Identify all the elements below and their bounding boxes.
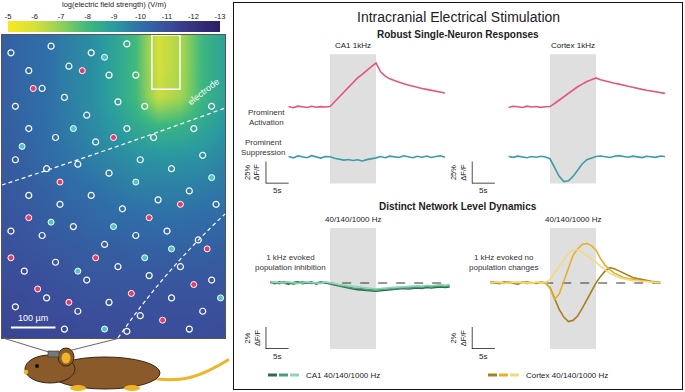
svg-text:5s: 5s bbox=[273, 352, 281, 361]
svg-text:-12: -12 bbox=[188, 12, 199, 21]
svg-text:40/140/1000 Hz: 40/140/1000 Hz bbox=[545, 215, 602, 224]
svg-text:5s: 5s bbox=[479, 352, 487, 361]
svg-text:25%ΔF/F: 25%ΔF/F bbox=[449, 164, 468, 181]
svg-text:25%ΔF/F: 25%ΔF/F bbox=[243, 164, 262, 181]
svg-text:1 kHz evokedpopulation inhibit: 1 kHz evokedpopulation inhibition bbox=[255, 253, 326, 272]
svg-text:ProminentActivation: ProminentActivation bbox=[248, 108, 285, 127]
svg-text:Robust Single-Neuron Responses: Robust Single-Neuron Responses bbox=[377, 29, 539, 40]
svg-text:-5: -5 bbox=[5, 12, 12, 21]
svg-text:ProminentSuppression: ProminentSuppression bbox=[241, 138, 285, 157]
svg-text:100 µm: 100 µm bbox=[18, 313, 48, 323]
svg-text:electrode: electrode bbox=[186, 76, 221, 107]
svg-text:-9: -9 bbox=[111, 12, 118, 21]
svg-text:-13: -13 bbox=[215, 12, 226, 21]
svg-text:Cortex 40/140/1000 Hz: Cortex 40/140/1000 Hz bbox=[526, 371, 608, 380]
svg-text:-7: -7 bbox=[58, 12, 65, 21]
svg-text:1 kHz evoked nopopulation chan: 1 kHz evoked nopopulation changes bbox=[469, 253, 538, 272]
svg-text:log(electric field strength) (: log(electric field strength) (V/m) bbox=[62, 0, 167, 9]
svg-text:Distinct Network Level Dynamic: Distinct Network Level Dynamics bbox=[379, 201, 537, 212]
svg-text:5s: 5s bbox=[273, 186, 281, 195]
svg-text:-10: -10 bbox=[135, 12, 146, 21]
svg-text:-6: -6 bbox=[31, 12, 38, 21]
svg-text:Intracranial Electrical Stimul: Intracranial Electrical Stimulation bbox=[357, 9, 560, 25]
svg-text:2%ΔF/F: 2%ΔF/F bbox=[243, 329, 262, 346]
svg-text:CA1 1kHz: CA1 1kHz bbox=[335, 41, 371, 50]
svg-text:5s: 5s bbox=[479, 186, 487, 195]
svg-text:40/140/1000 Hz: 40/140/1000 Hz bbox=[325, 215, 382, 224]
svg-text:2%ΔF/F: 2%ΔF/F bbox=[449, 330, 468, 347]
svg-text:Cortex 1kHz: Cortex 1kHz bbox=[551, 41, 595, 50]
svg-text:CA1 40/140/1000 Hz: CA1 40/140/1000 Hz bbox=[306, 371, 380, 380]
svg-text:-8: -8 bbox=[84, 12, 91, 21]
svg-text:-11: -11 bbox=[162, 12, 172, 21]
